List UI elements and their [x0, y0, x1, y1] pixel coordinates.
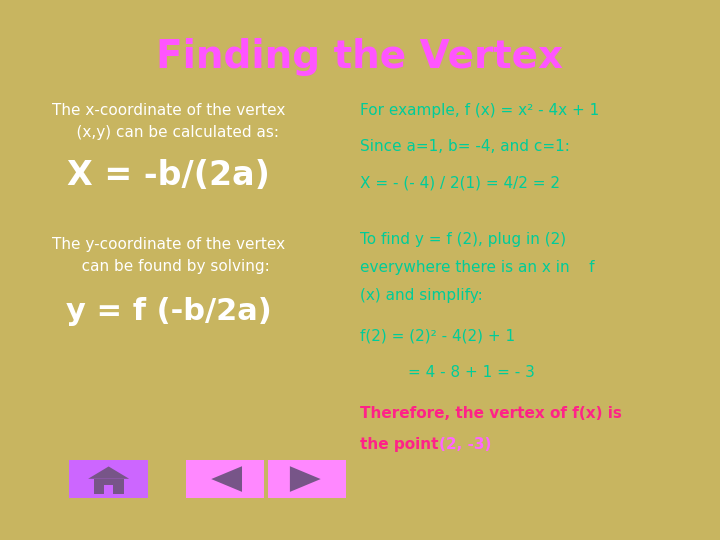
Polygon shape [88, 467, 129, 479]
FancyBboxPatch shape [69, 460, 148, 498]
Text: The y-coordinate of the vertex
   can be found by solving:: The y-coordinate of the vertex can be fo… [52, 237, 285, 274]
Text: the point: the point [360, 437, 444, 452]
Polygon shape [211, 466, 242, 492]
Text: f(2) = (2)² - 4(2) + 1: f(2) = (2)² - 4(2) + 1 [360, 329, 515, 344]
FancyBboxPatch shape [268, 460, 346, 498]
Text: For example, f (x) = x² - 4x + 1: For example, f (x) = x² - 4x + 1 [360, 103, 599, 118]
FancyBboxPatch shape [94, 479, 124, 494]
Text: X = - (- 4) / 2(1) = 4/2 = 2: X = - (- 4) / 2(1) = 4/2 = 2 [360, 175, 560, 190]
FancyBboxPatch shape [104, 485, 114, 494]
Text: To find y = f (2), plug in (2): To find y = f (2), plug in (2) [360, 232, 566, 247]
Text: The x-coordinate of the vertex
    (x,y) can be calculated as:: The x-coordinate of the vertex (x,y) can… [52, 103, 285, 140]
Text: = 4 - 8 + 1 = - 3: = 4 - 8 + 1 = - 3 [408, 365, 535, 380]
Text: Therefore, the vertex of f(x) is: Therefore, the vertex of f(x) is [360, 406, 622, 421]
Text: Finding the Vertex: Finding the Vertex [156, 38, 564, 76]
Text: (2, -3): (2, -3) [438, 437, 491, 452]
Text: Since a=1, b= -4, and c=1:: Since a=1, b= -4, and c=1: [360, 139, 570, 154]
Polygon shape [290, 466, 320, 492]
Text: y = f (-b/2a): y = f (-b/2a) [66, 296, 271, 326]
Text: (x) and simplify:: (x) and simplify: [360, 288, 482, 303]
Text: everywhere there is an x in    f: everywhere there is an x in f [360, 260, 595, 275]
Text: X = -b/(2a): X = -b/(2a) [67, 159, 270, 192]
FancyBboxPatch shape [186, 460, 264, 498]
